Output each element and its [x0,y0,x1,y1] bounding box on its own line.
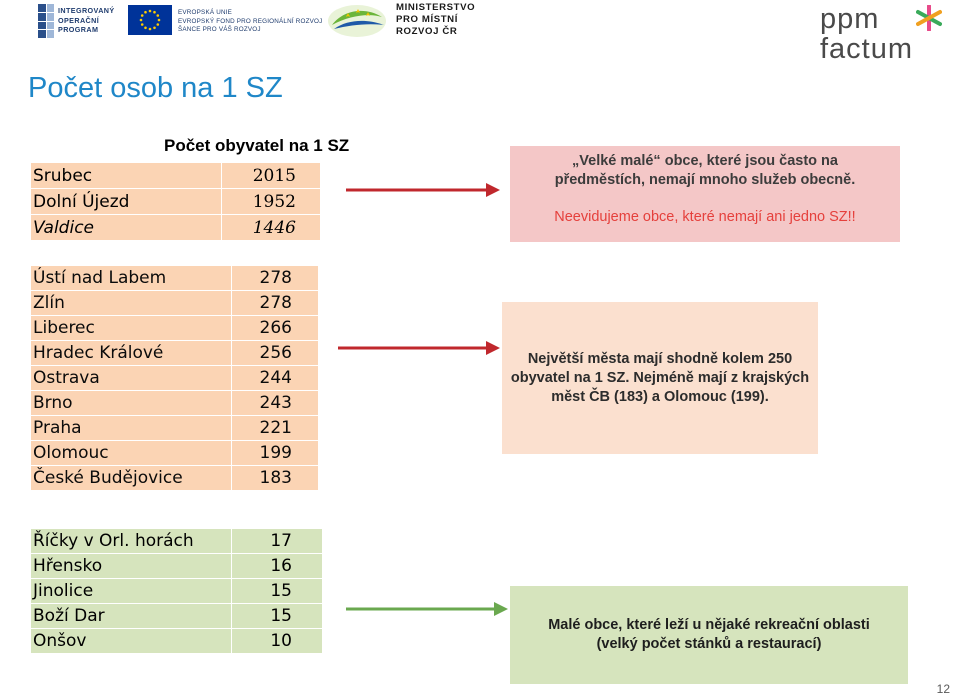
population-per-sz: 183 [231,465,319,491]
table-row: České Budějovice 183 [30,465,319,491]
iop-line: OPERAČNÍ [58,15,100,25]
table-row: Valdice 1446 [30,214,321,241]
city-name: Ústí nad Labem [30,265,232,291]
municipality-name: Valdice [30,214,222,241]
table-row: Brno 243 [30,390,319,416]
table-row: Ústí nad Labem 278 [30,265,319,291]
population-per-sz: 15 [231,603,323,629]
mmr-logo-text: MINISTERSTVO PRO MÍSTNÍ ROZVOJ ČR [396,2,475,38]
eu-logo-text: EVROPSKÁ UNIE EVROPSKÝ FOND PRO REGIONÁL… [178,9,323,35]
population-per-sz: 221 [231,415,319,441]
population-per-sz: 1446 [221,214,321,241]
ppm-logo-line2: factum [820,33,914,65]
page-number: 12 [936,682,950,696]
table-row: Olomouc 199 [30,440,319,466]
ppm-star-icon [916,5,942,31]
table-row: Praha 221 [30,415,319,441]
city-name: Brno [30,390,232,416]
note-line: „Velké malé“ obce, které jsou často na [572,153,838,169]
iop-line: PROGRAM [58,25,99,34]
population-per-sz: 278 [231,265,319,291]
table-row: Ostrava 244 [30,365,319,391]
municipality-name: Boží Dar [30,603,232,629]
iop-line: INTEGROVANÝ [58,6,115,15]
population-per-sz: 256 [231,340,319,366]
arrow-right-icon [338,341,500,355]
municipality-name: Onšov [30,628,232,654]
municipality-name: Jinolice [30,578,232,604]
city-name: Olomouc [30,440,232,466]
population-per-sz: 16 [231,553,323,579]
slide-title: Počet osob na 1 SZ [28,72,283,104]
population-per-sz: 266 [231,315,319,341]
population-per-sz: 17 [231,528,323,554]
note-box-regional-cities: Největší města mají shodně kolem 250 oby… [502,302,818,454]
city-name: Hradec Králové [30,340,232,366]
note-line: předměstích, nemají mnoho služeb obecně. [554,172,856,188]
table-row: Říčky v Orl. horách 17 [30,528,323,554]
table-row: Hradec Králové 256 [30,340,319,366]
city-name: Praha [30,415,232,441]
table-row: Zlín 278 [30,290,319,316]
eu-flag-icon [128,5,172,35]
population-per-sz: 15 [231,578,323,604]
population-per-sz: 2015 [221,162,321,189]
eu-line: EVROPSKÝ FOND PRO REGIONÁLNÍ ROZVOJ [178,17,323,25]
table-row: Boží Dar 15 [30,603,323,629]
note-box-large-ratio: „Velké malé“ obce, které jsou často na p… [510,146,900,242]
ppm-logo-line1: ppm [820,3,880,35]
table-row: Hřensko 16 [30,553,323,579]
arrow-right-icon [346,183,500,197]
eu-line: EVROPSKÁ UNIE [178,9,233,16]
eu-line: ŠANCE PRO VÁŠ ROZVOJ [178,26,261,34]
municipality-name: Říčky v Orl. horách [30,528,232,554]
table-row: Liberec 266 [30,315,319,341]
note-box-small-ratio: Malé obce, které leží u nějaké rekreační… [510,586,908,684]
city-name: Zlín [30,290,232,316]
note-text: Největší města mají shodně kolem 250 oby… [510,350,810,405]
note-line: Malé obce, které leží u nějaké rekreační… [548,617,870,633]
table1-header: Počet obyvatel na 1 SZ [164,136,350,155]
population-per-sz: 199 [231,440,319,466]
table-regional-cities: Ústí nad Labem 278 Zlín 278 Liberec 266 Hra… [30,265,319,491]
mmr-line: ROZVOJ ČR [396,26,458,37]
note-warning: Neevidujeme obce, které nemají ani jedno… [554,209,856,225]
iop-logo: INTEGROVANÝ OPERAČNÍ PROGRAM [38,4,118,38]
table-row: Srubec 2015 [30,162,321,189]
table-largest-ratio: Srubec 2015 Dolní Újezd 1952 Valdice 144… [30,162,321,241]
population-per-sz: 10 [231,628,323,654]
arrow-right-icon [346,602,508,616]
population-per-sz: 1952 [221,188,321,215]
municipality-name: Hřensko [30,553,232,579]
table-row: Dolní Újezd 1952 [30,188,321,215]
municipality-name: Srubec [30,162,222,189]
table-row: Onšov 10 [30,628,323,654]
iop-logo-text: INTEGROVANÝ OPERAČNÍ PROGRAM [58,6,115,35]
table-row: Jinolice 15 [30,578,323,604]
city-name: Ostrava [30,365,232,391]
mmr-logo-icon [326,3,388,39]
table-smallest-ratio: Říčky v Orl. horách 17 Hřensko 16 Jinolice… [30,528,323,654]
city-name: Liberec [30,315,232,341]
city-name: České Budějovice [30,465,232,491]
population-per-sz: 278 [231,290,319,316]
mmr-line: PRO MÍSTNÍ [396,14,458,25]
iop-mark-icon [38,4,54,38]
ppm-factum-logo: ppm factum [820,3,946,65]
municipality-name: Dolní Újezd [30,188,222,215]
mmr-line: MINISTERSTVO [396,2,476,13]
note-line: (velký počet stánků a restaurací) [596,636,822,652]
population-per-sz: 244 [231,365,319,391]
population-per-sz: 243 [231,390,319,416]
